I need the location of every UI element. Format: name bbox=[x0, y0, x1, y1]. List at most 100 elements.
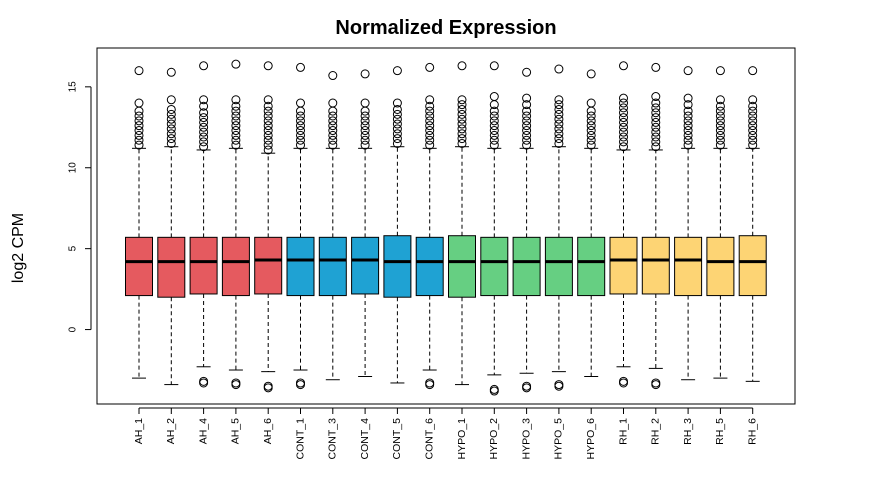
box-HYPO_1 bbox=[448, 61, 476, 386]
outlier-point bbox=[522, 106, 532, 116]
outlier-point bbox=[263, 126, 273, 136]
box-CONT_5 bbox=[383, 66, 412, 384]
outlier-point bbox=[425, 121, 435, 131]
outlier-point bbox=[651, 122, 661, 132]
outlier-point bbox=[554, 100, 564, 110]
outlier-point bbox=[231, 116, 241, 126]
outlier-point bbox=[586, 106, 596, 116]
outlier-point bbox=[457, 119, 467, 129]
outlier-point bbox=[392, 66, 402, 76]
outlier-point bbox=[715, 130, 725, 140]
box-CONT_4 bbox=[351, 69, 380, 377]
outlier-point bbox=[263, 121, 273, 131]
outlier-point bbox=[522, 135, 532, 145]
outlier-point bbox=[586, 135, 596, 145]
x-tick-label: CONT_6 bbox=[423, 418, 435, 460]
outlier-point bbox=[683, 111, 693, 121]
outlier-point bbox=[457, 124, 467, 134]
outlier-point bbox=[166, 138, 176, 148]
outlier-point bbox=[522, 100, 532, 110]
outlier-point bbox=[489, 130, 499, 140]
x-axis: AH_1 AH_2 AH_4 AH_5 AH_6 CONT_1 CONT_3 CONT_4 CO… bbox=[133, 407, 758, 460]
outlier-point bbox=[231, 126, 241, 136]
outlier-point bbox=[554, 381, 564, 391]
outlier-point bbox=[263, 111, 273, 121]
x-tick-label: CONT_3 bbox=[327, 418, 339, 460]
outlier-point bbox=[715, 111, 725, 121]
box-iqr bbox=[318, 236, 347, 297]
outlier-point bbox=[489, 106, 499, 116]
outlier-point bbox=[392, 134, 402, 144]
outlier-point bbox=[166, 129, 176, 139]
outlier-point bbox=[296, 106, 305, 116]
outlier-point bbox=[134, 130, 144, 140]
outlier-point bbox=[554, 114, 564, 124]
outlier-point bbox=[715, 66, 725, 76]
outlier-point bbox=[360, 130, 370, 140]
outlier-point bbox=[231, 121, 241, 131]
outlier-point bbox=[296, 116, 305, 126]
outlier-point bbox=[619, 61, 628, 71]
outlier-point bbox=[522, 111, 532, 121]
outlier-point bbox=[263, 106, 273, 116]
x-tick-label: CONT_1 bbox=[294, 418, 306, 460]
outlier-point bbox=[296, 130, 305, 140]
outlier-point bbox=[166, 114, 176, 124]
x-tick-label: AH_4 bbox=[197, 418, 209, 444]
outlier-point bbox=[231, 130, 241, 140]
outlier-point bbox=[199, 122, 209, 132]
outlier-point bbox=[748, 121, 758, 131]
x-tick-label: HYPO_2 bbox=[488, 418, 500, 460]
outlier-point bbox=[586, 140, 596, 150]
outlier-point bbox=[425, 95, 435, 105]
box-HYPO_2 bbox=[480, 61, 509, 396]
x-tick-label: HYPO_6 bbox=[585, 418, 597, 460]
outlier-point bbox=[199, 101, 209, 111]
outlier-point bbox=[554, 129, 564, 139]
outlier-point bbox=[199, 127, 209, 137]
outlier-point bbox=[134, 121, 144, 131]
outlier-point bbox=[296, 380, 305, 390]
outlier-point bbox=[715, 95, 725, 105]
outlier-point bbox=[522, 126, 532, 136]
outlier-point bbox=[134, 66, 144, 76]
outlier-point bbox=[683, 126, 693, 136]
x-tick-label: RH_6 bbox=[746, 418, 758, 445]
outlier-point bbox=[619, 98, 628, 108]
box-iqr bbox=[189, 236, 218, 295]
outlier-point bbox=[457, 138, 467, 148]
outlier-point bbox=[263, 95, 273, 105]
box-CONT_3 bbox=[318, 71, 347, 381]
x-tick-label: RH_2 bbox=[650, 418, 662, 445]
outlier-point bbox=[715, 140, 725, 150]
x-tick-label: AH_6 bbox=[262, 418, 274, 444]
outlier-point bbox=[134, 116, 144, 126]
outlier-point bbox=[651, 98, 661, 108]
outlier-point bbox=[231, 140, 241, 150]
outlier-point bbox=[231, 95, 241, 105]
outlier-point bbox=[586, 69, 596, 79]
outlier-point bbox=[715, 101, 725, 111]
outlier-point bbox=[651, 137, 661, 147]
outlier-point bbox=[392, 114, 402, 124]
outlier-point bbox=[328, 111, 338, 121]
outlier-point bbox=[619, 103, 628, 113]
x-tick-label: CONT_4 bbox=[359, 418, 371, 460]
outlier-point bbox=[554, 119, 564, 129]
outlier-point bbox=[651, 62, 661, 72]
outlier-point bbox=[425, 126, 435, 136]
outlier-point bbox=[134, 111, 144, 121]
outlier-point bbox=[296, 98, 305, 108]
outlier-point bbox=[360, 135, 370, 145]
outlier-point bbox=[748, 66, 758, 76]
outlier-point bbox=[425, 135, 435, 145]
box-CONT_6 bbox=[415, 62, 444, 390]
outlier-point bbox=[554, 64, 564, 74]
outlier-point bbox=[651, 117, 661, 127]
outlier-point bbox=[586, 116, 596, 126]
x-tick-label: AH_5 bbox=[230, 418, 242, 444]
outlier-point bbox=[522, 130, 532, 140]
outlier-point bbox=[392, 129, 402, 139]
outlier-point bbox=[748, 135, 758, 145]
outlier-point bbox=[683, 93, 693, 103]
